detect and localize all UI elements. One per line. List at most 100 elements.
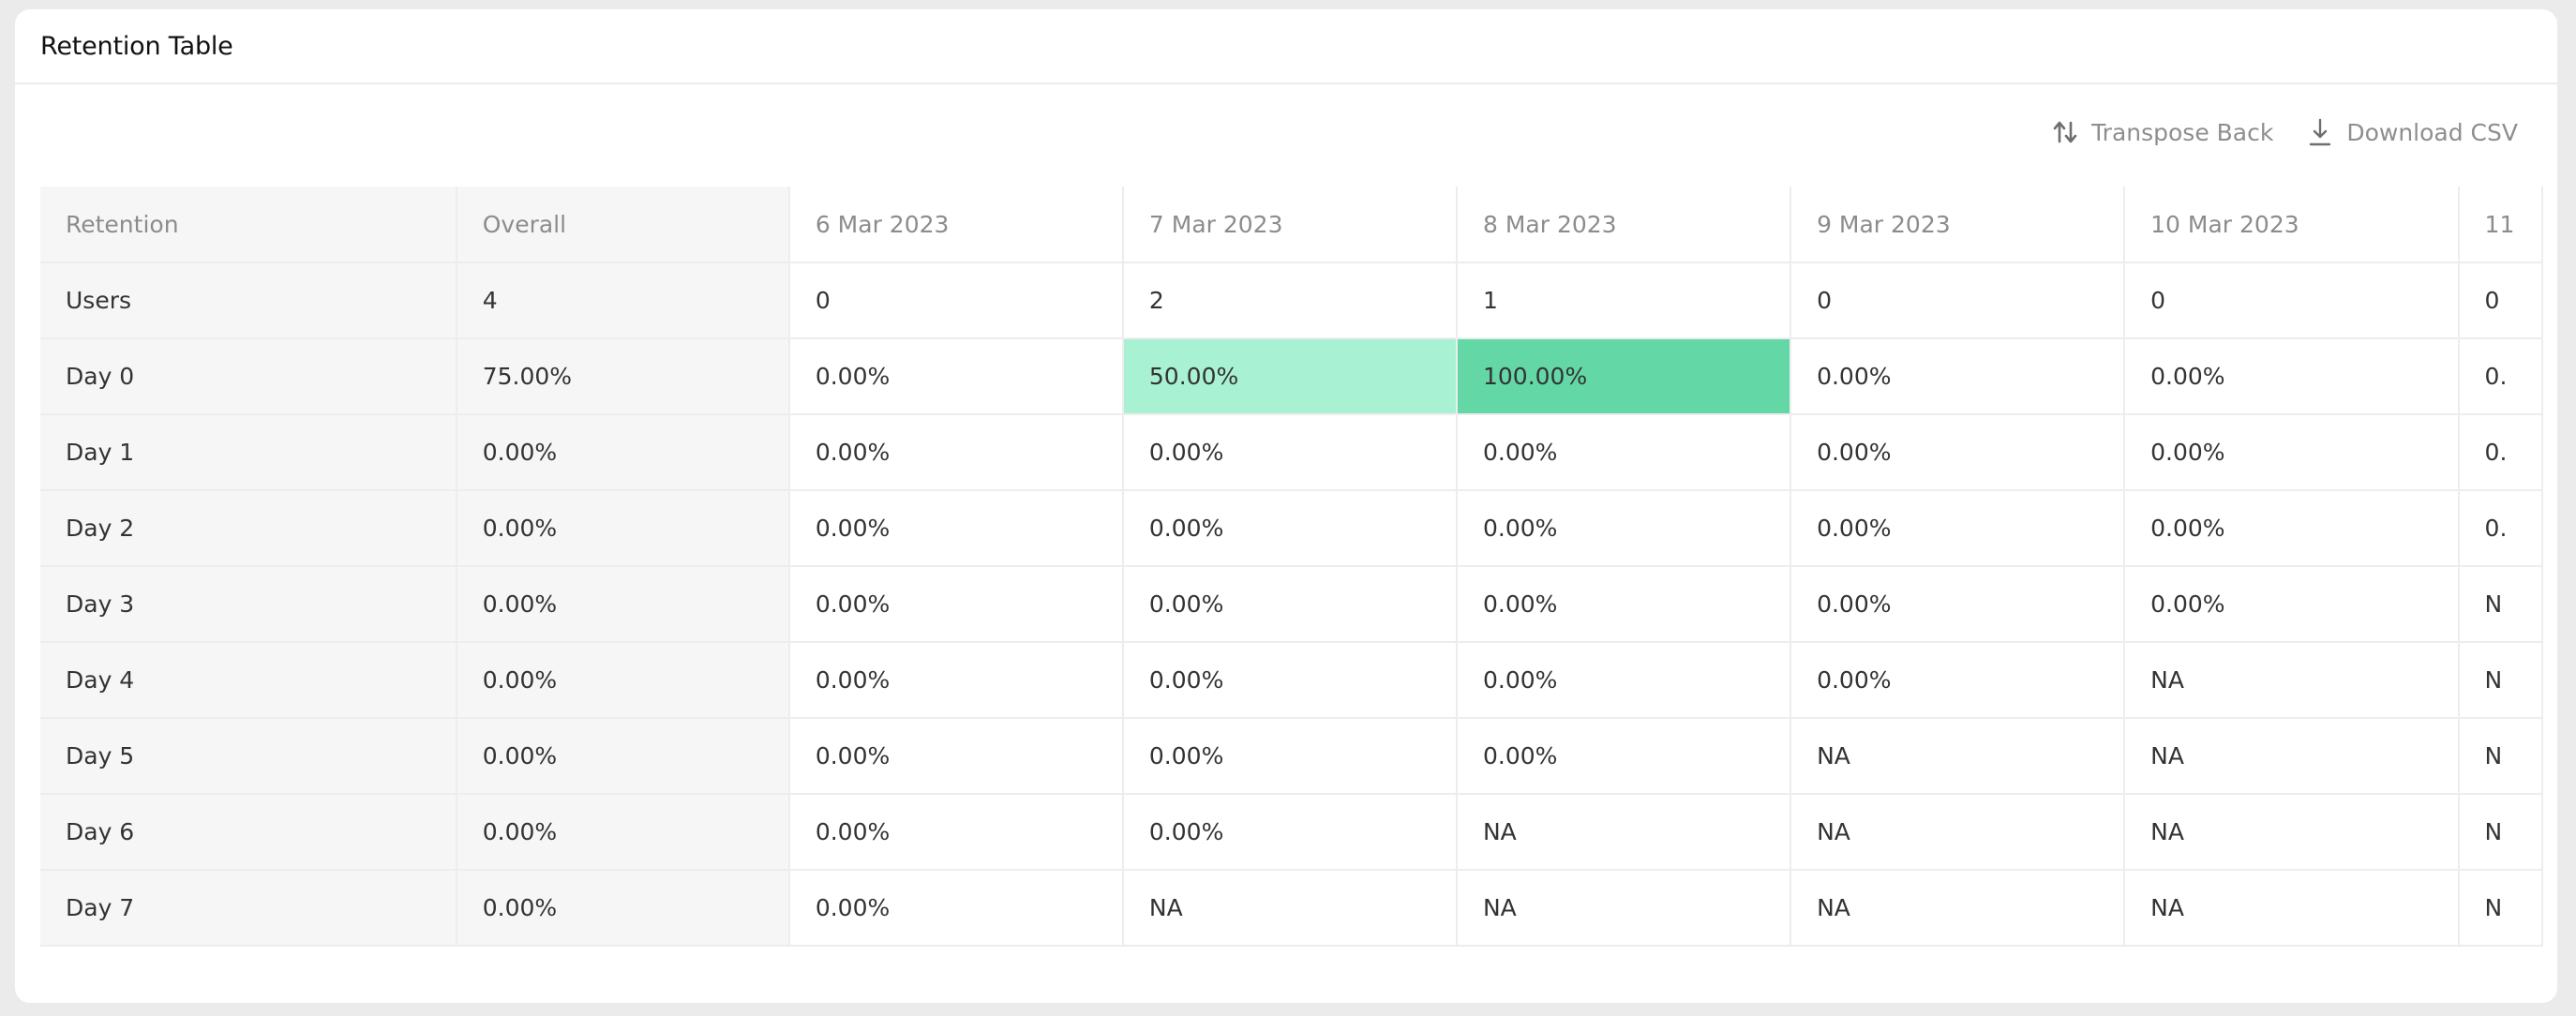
retention-cell: 0.00% [788, 870, 1124, 947]
header-retention[interactable]: Retention [40, 187, 457, 263]
retention-cell: 0. [2458, 338, 2543, 415]
retention-cell: 0.00% [788, 794, 1124, 871]
retention-cell: NA [1456, 794, 1792, 871]
retention-cell: 0. [2458, 414, 2543, 491]
header-overall[interactable]: Overall [456, 187, 790, 263]
retention-cell: 0 [1790, 262, 2126, 339]
row-label: Day 6 [40, 794, 457, 871]
retention-cell: 2 [1122, 262, 1458, 339]
download-csv-label: Download CSV [2346, 118, 2518, 146]
retention-cell: 0.00% [1790, 414, 2126, 491]
retention-cell: 0. [2458, 490, 2543, 567]
retention-cell: NA [1790, 794, 2126, 871]
retention-cell: NA [1456, 870, 1792, 947]
table-row: Day 0 75.00% 0.00% 50.00% 100.00% 0.00% 0.00% 0… [40, 338, 2543, 415]
retention-table-card: Retention Table Transpose Back Download … [15, 9, 2557, 1003]
retention-cell: 0.00% [2124, 566, 2460, 643]
overall-cell: 0.00% [456, 566, 790, 643]
retention-cell: 0 [2458, 262, 2543, 339]
retention-cell: 0.00% [1456, 414, 1792, 491]
row-label: Day 3 [40, 566, 457, 643]
table-row: Day 3 0.00% 0.00% 0.00% 0.00% 0.00% 0.00% N [40, 566, 2543, 643]
header-date[interactable]: 10 Mar 2023 [2124, 187, 2460, 263]
retention-table: Retention Overall 6 Mar 2023 7 Mar 2023 … [40, 187, 2543, 947]
retention-table-scroll[interactable]: Retention Overall 6 Mar 2023 7 Mar 2023 … [40, 187, 2543, 947]
table-toolbar: Transpose Back Download CSV [2052, 117, 2518, 147]
retention-cell: 0.00% [1456, 566, 1792, 643]
row-label: Day 4 [40, 642, 457, 719]
retention-cell: 0.00% [1456, 642, 1792, 719]
row-label: Day 0 [40, 338, 457, 415]
retention-cell: 0.00% [1122, 718, 1458, 795]
row-label: Day 5 [40, 718, 457, 795]
table-row: Day 7 0.00% 0.00% NA NA NA NA N [40, 870, 2543, 947]
card-title: Retention Table [40, 31, 233, 61]
overall-cell: 0.00% [456, 794, 790, 871]
overall-cell: 0.00% [456, 718, 790, 795]
retention-cell: 100.00% [1456, 338, 1792, 415]
retention-cell: 0.00% [1122, 490, 1458, 567]
header-date[interactable]: 8 Mar 2023 [1456, 187, 1792, 263]
retention-cell: 50.00% [1122, 338, 1458, 415]
row-label: Day 1 [40, 414, 457, 491]
download-csv-button[interactable]: Download CSV [2307, 117, 2518, 147]
retention-cell: N [2458, 870, 2543, 947]
retention-cell: 0.00% [1790, 642, 2126, 719]
retention-cell: NA [2124, 642, 2460, 719]
retention-cell: 0.00% [2124, 490, 2460, 567]
retention-cell: NA [1790, 718, 2126, 795]
retention-cell: 0.00% [2124, 414, 2460, 491]
download-icon [2307, 117, 2333, 147]
retention-cell: 0.00% [1790, 566, 2126, 643]
retention-cell: N [2458, 718, 2543, 795]
retention-cell: N [2458, 566, 2543, 643]
retention-cell: NA [1790, 870, 2126, 947]
retention-cell: 0.00% [788, 566, 1124, 643]
retention-cell: 0.00% [1122, 414, 1458, 491]
table-row: Day 4 0.00% 0.00% 0.00% 0.00% 0.00% NA N [40, 642, 2543, 719]
table-row: Day 2 0.00% 0.00% 0.00% 0.00% 0.00% 0.00% 0. [40, 490, 2543, 567]
overall-cell: 75.00% [456, 338, 790, 415]
retention-cell: 0.00% [788, 414, 1124, 491]
header-date-clipped[interactable]: 11 [2458, 187, 2543, 263]
overall-cell: 0.00% [456, 642, 790, 719]
overall-cell: 0.00% [456, 414, 790, 491]
retention-cell: 0.00% [1122, 794, 1458, 871]
retention-cell: NA [2124, 870, 2460, 947]
retention-cell: N [2458, 794, 2543, 871]
retention-cell: 0.00% [1790, 338, 2126, 415]
retention-cell: NA [1122, 870, 1458, 947]
retention-cell: 0.00% [1122, 566, 1458, 643]
transpose-arrows-icon [2052, 117, 2078, 147]
retention-cell: N [2458, 642, 2543, 719]
row-label: Day 7 [40, 870, 457, 947]
retention-cell: 0 [788, 262, 1124, 339]
retention-cell: 0.00% [2124, 338, 2460, 415]
transpose-back-button[interactable]: Transpose Back [2052, 117, 2273, 147]
header-date[interactable]: 9 Mar 2023 [1790, 187, 2126, 263]
table-row: Users 4 0 2 1 0 0 0 [40, 262, 2543, 339]
table-row: Day 1 0.00% 0.00% 0.00% 0.00% 0.00% 0.00% 0. [40, 414, 2543, 491]
row-label: Users [40, 262, 457, 339]
retention-cell: NA [2124, 794, 2460, 871]
table-row: Day 5 0.00% 0.00% 0.00% 0.00% NA NA N [40, 718, 2543, 795]
table-header-row: Retention Overall 6 Mar 2023 7 Mar 2023 … [40, 187, 2543, 263]
retention-cell: 0.00% [788, 490, 1124, 567]
retention-cell: 0.00% [1122, 642, 1458, 719]
header-date[interactable]: 6 Mar 2023 [788, 187, 1124, 263]
overall-cell: 0.00% [456, 490, 790, 567]
retention-cell: 0 [2124, 262, 2460, 339]
card-header: Retention Table [15, 9, 2557, 84]
table-row: Day 6 0.00% 0.00% 0.00% NA NA NA N [40, 794, 2543, 871]
row-label: Day 2 [40, 490, 457, 567]
retention-cell: 0.00% [788, 718, 1124, 795]
overall-cell: 0.00% [456, 870, 790, 947]
transpose-back-label: Transpose Back [2091, 118, 2274, 146]
overall-cell: 4 [456, 262, 790, 339]
retention-cell: 0.00% [788, 642, 1124, 719]
retention-cell: 0.00% [1456, 490, 1792, 567]
retention-cell: 1 [1456, 262, 1792, 339]
header-date[interactable]: 7 Mar 2023 [1122, 187, 1458, 263]
retention-cell: 0.00% [1790, 490, 2126, 567]
retention-cell: 0.00% [1456, 718, 1792, 795]
